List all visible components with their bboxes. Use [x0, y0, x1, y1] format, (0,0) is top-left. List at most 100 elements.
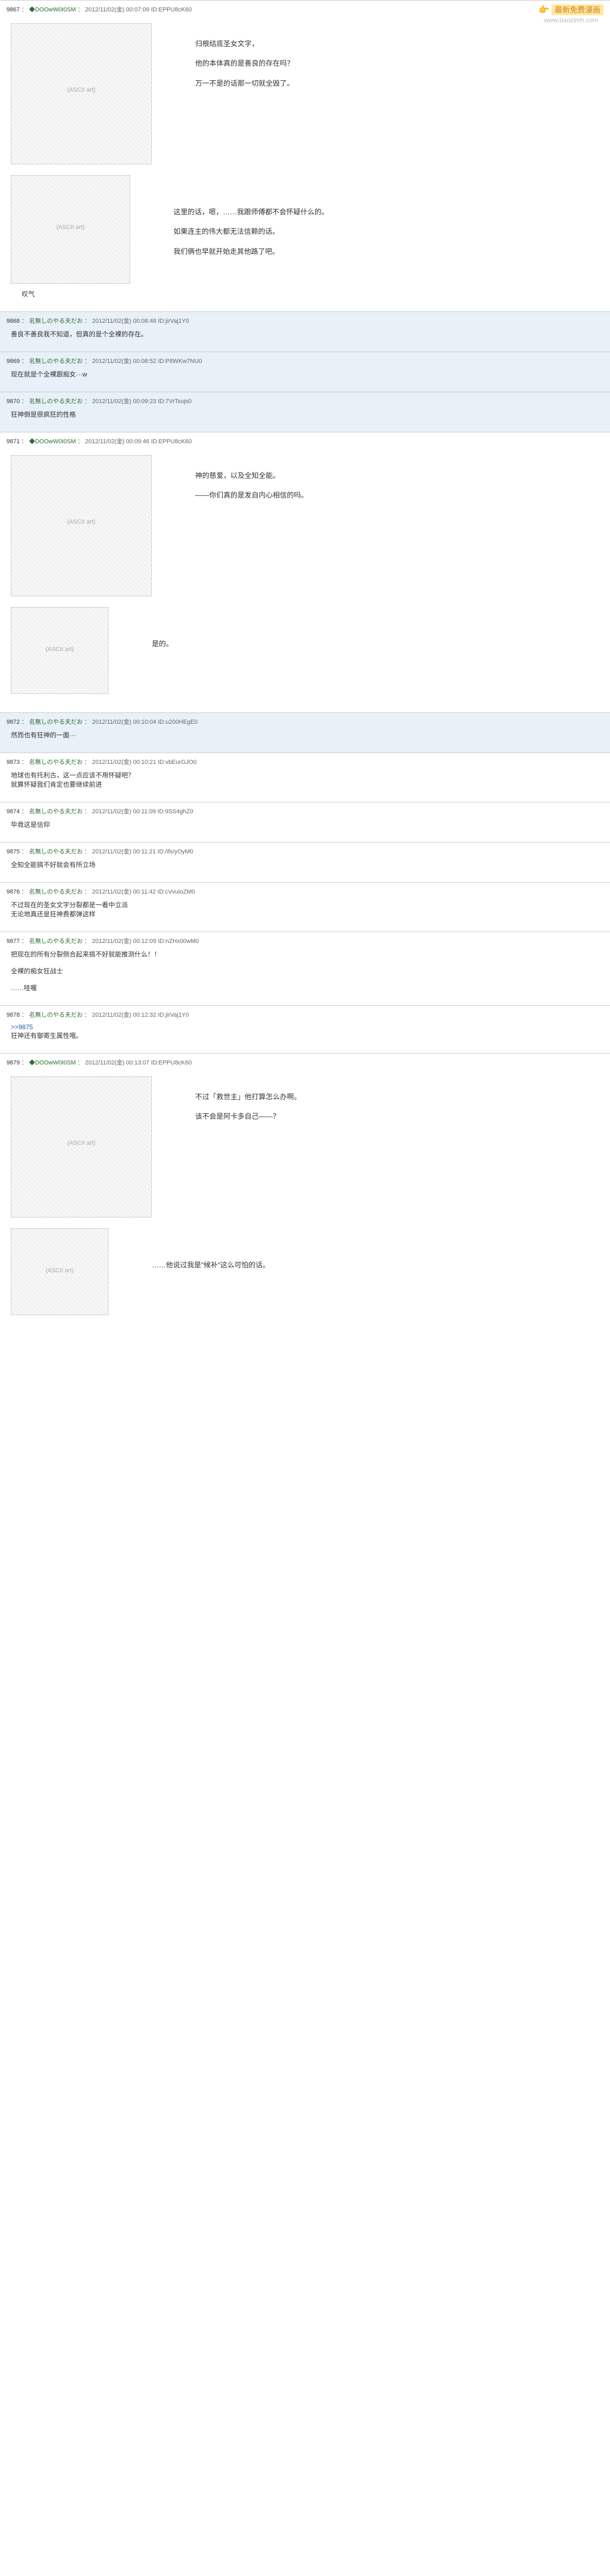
post-body: 地球也有托利古，这一点应该不用怀疑吧？ 就算怀疑我们肯定也要继续前进: [7, 768, 603, 791]
post-body: 善良不善良我不知道，但真的是个全裸的存在。: [7, 327, 603, 341]
post: 9867 ： ◆DOOwW0I0SM ： 2012/11/02(金) 00:07…: [0, 0, 610, 311]
post-author: 名無しのやる夫だお: [29, 849, 83, 855]
post-id[interactable]: ID:EPPU8cK60: [151, 1060, 191, 1066]
post-id[interactable]: ID:9SS4ghZ0: [157, 808, 193, 815]
post-number[interactable]: 9872: [7, 719, 20, 725]
post-date: 2012/11/02(金) 00:10:04: [92, 719, 156, 725]
post-header: 9872 ： 名無しのやる夫だお ： 2012/11/02(金) 00:10:0…: [7, 717, 603, 726]
post-number[interactable]: 9879: [7, 1060, 20, 1066]
post-date: 2012/11/02(金) 00:07:09: [85, 7, 149, 13]
dialogue-line: 我们俩也早就开始走其他路了吧。: [174, 242, 329, 262]
post-number[interactable]: 9867: [7, 7, 20, 13]
post-row: 是的。: [11, 602, 603, 699]
post-number[interactable]: 9869: [7, 358, 20, 365]
post-row: 不过「救世主」他打算怎么办啊。该不会是阿卡多自己——？: [11, 1071, 603, 1223]
dialogue-text: 归根结底圣女文字，他的本体真的是善良的存在吗？万一不是的话那一切就全毁了。: [195, 34, 294, 93]
post-date: 2012/11/02(金) 00:08:52: [92, 358, 156, 365]
post-body: 不过「救世主」他打算怎么办啊。该不会是阿卡多自己——？ ……他说过我是"候补"这么…: [7, 1069, 603, 1323]
dialogue-text: 不过「救世主」他打算怎么办啊。该不会是阿卡多自己——？: [195, 1087, 301, 1127]
post-author: 名無しのやる夫だお: [29, 1012, 83, 1018]
dialogue-line: 该不会是阿卡多自己——？: [195, 1107, 301, 1126]
post-date: 2012/11/02(金) 00:13:07: [85, 1060, 149, 1066]
post-body: >>9875狂神还有御寄生属性哦。: [7, 1021, 603, 1042]
post-author: 名無しのやる夫だお: [29, 808, 83, 815]
post-date: 2012/11/02(金) 00:12:09: [92, 938, 156, 945]
post: 9870 ： 名無しのやる夫だお ： 2012/11/02(金) 00:09:2…: [0, 392, 610, 432]
post-header: 9876 ： 名無しのやる夫だお ： 2012/11/02(金) 00:11:4…: [7, 887, 603, 896]
post-date: 2012/11/02(金) 00:11:09: [92, 808, 156, 815]
reply-text: 毕竟这是信仰: [11, 820, 603, 829]
post-author: ◆DOOwW0I0SM: [29, 7, 76, 13]
post-id[interactable]: ID:nZHx00wM0: [158, 938, 199, 945]
dialogue-line: 神的慈爱，以及全知全能。: [195, 466, 308, 486]
post-date: 2012/11/02(金) 00:08:48: [92, 318, 156, 324]
post-header: 9873 ： 名無しのやる夫だお ： 2012/11/02(金) 00:10:2…: [7, 757, 603, 766]
post-number[interactable]: 9875: [7, 849, 20, 855]
post-header: 9869 ： 名無しのやる夫だお ： 2012/11/02(金) 00:08:5…: [7, 356, 603, 365]
post-number[interactable]: 9868: [7, 318, 20, 324]
post: 9878 ： 名無しのやる夫だお ： 2012/11/02(金) 00:12:3…: [0, 1005, 610, 1053]
post-date: 2012/11/02(金) 00:09:23: [92, 398, 156, 405]
post-id[interactable]: ID:EPPU8cK60: [151, 7, 191, 13]
post: 9874 ： 名無しのやる夫だお ： 2012/11/02(金) 00:11:0…: [0, 802, 610, 842]
post-body: 毕竟这是信仰: [7, 818, 603, 831]
ascii-art: [11, 455, 152, 596]
post-row: 归根结底圣女文字，他的本体真的是善良的存在吗？万一不是的话那一切就全毁了。: [11, 18, 603, 170]
post-date: 2012/11/02(金) 00:11:42: [92, 889, 156, 895]
post-body: 狂神倒是很疯狂的性格: [7, 407, 603, 421]
dialogue-line: 他的本体真的是善良的存在吗？: [195, 54, 294, 73]
post-body: 全知全能搞不好就会有所立场: [7, 858, 603, 871]
reply-reference[interactable]: >>9875: [11, 1023, 603, 1031]
ascii-art: [11, 23, 152, 164]
post-header: 9870 ： 名無しのやる夫だお ： 2012/11/02(金) 00:09:2…: [7, 397, 603, 405]
post-id[interactable]: ID:u200HEgE0: [158, 719, 197, 725]
post-number[interactable]: 9877: [7, 938, 20, 945]
art-caption: 叹气: [22, 289, 603, 298]
post-id[interactable]: ID:7VrTsujs0: [158, 398, 191, 405]
post-date: 2012/11/02(金) 00:09:46: [85, 438, 149, 445]
post-number[interactable]: 9874: [7, 808, 20, 815]
post-author: ◆DOOwW0I0SM: [29, 438, 76, 445]
post: 9873 ： 名無しのやる夫だお ： 2012/11/02(金) 00:10:2…: [0, 753, 610, 802]
dialogue-text: ……他说过我是"候补"这么可怕的话。: [152, 1255, 269, 1275]
post-id[interactable]: ID:EPPU8cK60: [151, 438, 191, 445]
reply-text: 全知全能搞不好就会有所立场: [11, 860, 603, 869]
post-header: 9877 ： 名無しのやる夫だお ： 2012/11/02(金) 00:12:0…: [7, 936, 603, 945]
dialogue-line: 是的。: [152, 634, 173, 654]
post-number[interactable]: 9870: [7, 398, 20, 405]
post: 9876 ： 名無しのやる夫だお ： 2012/11/02(金) 00:11:4…: [0, 882, 610, 932]
dialogue-line: 不过「救世主」他打算怎么办啊。: [195, 1087, 301, 1107]
post: 9868 ： 名無しのやる夫だお ： 2012/11/02(金) 00:08:4…: [0, 311, 610, 352]
ascii-art: [11, 175, 130, 284]
post-id[interactable]: ID:/ifs/yOyM0: [157, 849, 193, 855]
reply-text: 然而也有狂神的一面···: [11, 730, 603, 739]
reply-text: 现在就是个全裸跟痴女···w: [11, 369, 603, 379]
post: 9871 ： ◆DOOwW0I0SM ： 2012/11/02(金) 00:09…: [0, 432, 610, 712]
post-body: 现在就是个全裸跟痴女···w: [7, 367, 603, 381]
post-id[interactable]: ID:vbEurGJO0: [158, 759, 197, 766]
reply-text: 善良不善良我不知道，但真的是个全裸的存在。: [11, 329, 603, 339]
post-row: 这里的话，嗯，……我跟师傅都不会怀疑什么的。如果连主的伟大都无法信赖的话。我们俩…: [11, 170, 603, 289]
dialogue-text: 这里的话，嗯，……我跟师傅都不会怀疑什么的。如果连主的伟大都无法信赖的话。我们俩…: [174, 202, 329, 262]
post-number[interactable]: 9873: [7, 759, 20, 766]
post: 9869 ： 名無しのやる夫だお ： 2012/11/02(金) 00:08:5…: [0, 352, 610, 392]
post-id[interactable]: ID:P8WKw7NU0: [158, 358, 202, 365]
reply-text: 不过现在的圣女文字分裂都是一看中立派 无论地真还是狂神费都弹这样: [11, 900, 603, 919]
post-date: 2012/11/02(金) 00:12:32: [92, 1012, 156, 1018]
post-number[interactable]: 9871: [7, 438, 20, 445]
post-body: 然而也有狂神的一面···: [7, 728, 603, 742]
ascii-art: [11, 607, 108, 694]
post-date: 2012/11/02(金) 00:10:21: [92, 759, 156, 766]
dialogue-line: ……他说过我是"候补"这么可怕的话。: [152, 1255, 269, 1275]
dialogue-line: ——你们真的是发自内心相信的吗。: [195, 486, 308, 505]
dialogue-text: 神的慈爱，以及全知全能。——你们真的是发自内心相信的吗。: [195, 466, 308, 506]
post-number[interactable]: 9876: [7, 889, 20, 895]
post-id[interactable]: ID:jirVaj1Y0: [158, 1012, 189, 1018]
post-body: 神的慈爱，以及全知全能。——你们真的是发自内心相信的吗。是的。: [7, 448, 603, 702]
post-header: 9874 ： 名無しのやる夫だお ： 2012/11/02(金) 00:11:0…: [7, 807, 603, 815]
post-id[interactable]: ID:cVvuioZM0: [157, 889, 195, 895]
post-row: 神的慈爱，以及全知全能。——你们真的是发自内心相信的吗。: [11, 450, 603, 602]
post-id[interactable]: ID:jirVaj1Y0: [158, 318, 189, 324]
post-number[interactable]: 9878: [7, 1012, 20, 1018]
post-author: 名無しのやる夫だお: [29, 719, 83, 725]
